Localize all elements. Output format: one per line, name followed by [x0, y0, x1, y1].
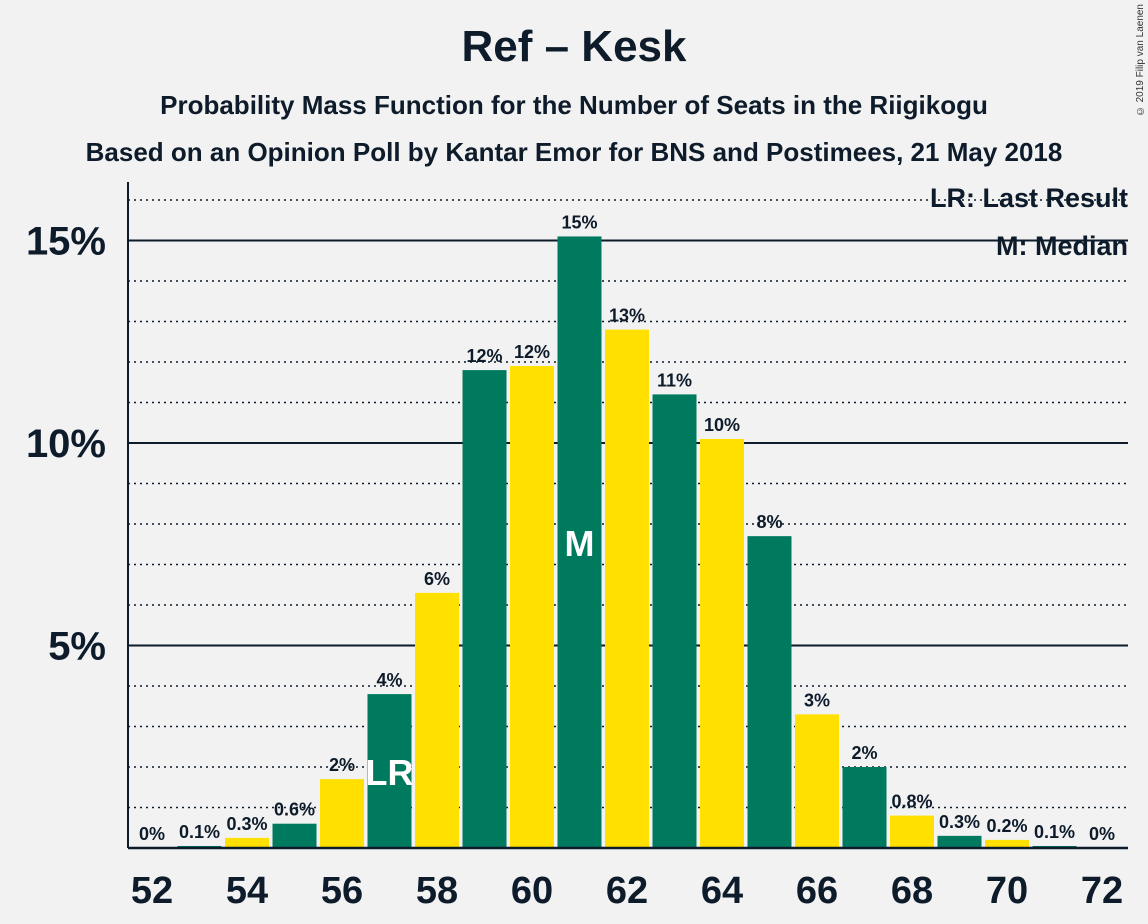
legend-median: M: Median	[996, 231, 1128, 261]
x-tick-label: 56	[321, 870, 363, 912]
bar-57	[367, 694, 412, 848]
data-label-58: 6%	[424, 569, 450, 589]
x-tick-label: 68	[891, 870, 933, 912]
x-tick-label: 66	[796, 870, 838, 912]
data-label-69: 0.3%	[939, 812, 980, 832]
y-tick-label: 5%	[48, 625, 106, 669]
x-tick-label: 70	[986, 870, 1028, 912]
data-label-64: 10%	[704, 415, 740, 435]
bar-65	[747, 536, 792, 848]
data-label-70: 0.2%	[986, 816, 1027, 836]
x-tick-label: 52	[131, 870, 173, 912]
bar-68	[890, 815, 934, 848]
legend-last-result: LR: Last Result	[929, 183, 1128, 213]
y-tick-label: 15%	[26, 220, 106, 264]
data-label-55: 0.6%	[274, 800, 315, 820]
data-label-62: 13%	[609, 306, 645, 326]
data-label-66: 3%	[804, 690, 830, 710]
bar-69	[937, 835, 982, 848]
x-tick-label: 64	[701, 870, 743, 912]
data-label-53: 0.1%	[179, 822, 220, 842]
data-label-61: 15%	[561, 212, 597, 232]
data-label-71: 0.1%	[1034, 822, 1075, 842]
data-label-68: 0.8%	[891, 792, 932, 812]
bar-63	[652, 394, 697, 848]
bar-62	[605, 329, 649, 849]
y-tick-label: 10%	[26, 422, 106, 466]
chart-title: Ref – Kesk	[461, 22, 687, 71]
bar-67	[842, 767, 887, 848]
bar-54	[225, 837, 269, 848]
bar-55	[272, 823, 317, 848]
data-label-56: 2%	[329, 755, 355, 775]
x-tick-label: 60	[511, 870, 553, 912]
median-marker: M	[565, 523, 595, 564]
x-tick-label: 58	[416, 870, 458, 912]
data-label-63: 11%	[657, 370, 692, 390]
x-tick-label: 62	[606, 870, 648, 912]
chart-subtitle: Probability Mass Function for the Number…	[160, 90, 988, 120]
data-label-57: 4%	[376, 670, 402, 690]
bar-66	[795, 714, 839, 848]
data-label-54: 0.3%	[226, 814, 267, 834]
bar-60	[510, 366, 554, 848]
data-label-72: 0%	[1089, 824, 1115, 844]
data-label-52: 0%	[139, 824, 165, 844]
data-label-65: 8%	[756, 512, 782, 532]
x-tick-label: 54	[226, 870, 268, 912]
data-label-59: 12%	[466, 346, 502, 366]
chart-subtitle-source: Based on an Opinion Poll by Kantar Emor …	[85, 137, 1063, 167]
bar-59	[462, 370, 507, 848]
x-tick-label: 72	[1081, 870, 1123, 912]
bar-58	[415, 592, 459, 848]
bar-64	[700, 438, 744, 848]
bar-61	[557, 236, 602, 848]
bar-70	[985, 839, 1029, 848]
data-label-67: 2%	[851, 743, 877, 763]
last-result-marker: LR	[366, 752, 414, 793]
bar-56	[320, 779, 364, 848]
data-label-60: 12%	[514, 342, 550, 362]
